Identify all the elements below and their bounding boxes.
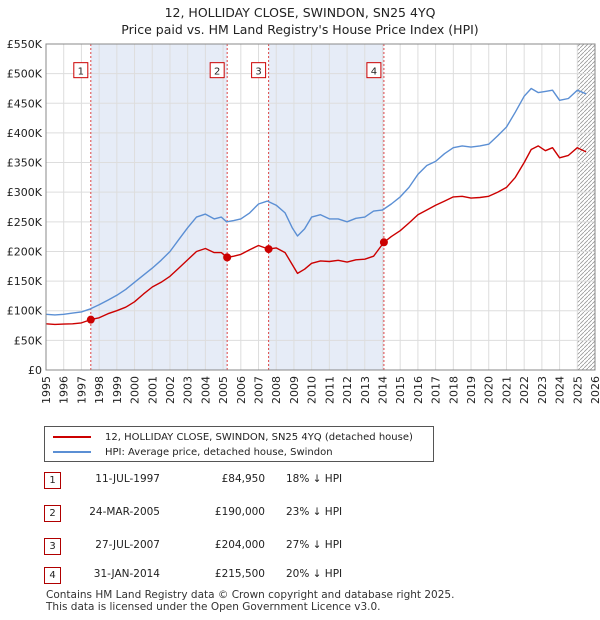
x-tick-label: 2026	[589, 376, 600, 404]
sale-number-badge: 3	[44, 538, 61, 555]
sale-hpi-diff: 27% ↓ HPI	[286, 539, 343, 551]
x-tick-label: 2025	[571, 376, 584, 404]
sale-price: £84,950	[221, 473, 265, 485]
x-tick-label: 2020	[483, 376, 496, 404]
x-tick-label: 2006	[235, 376, 248, 404]
x-tick-label: 2005	[217, 376, 230, 404]
legend-item-price: 12, HOLLIDAY CLOSE, SWINDON, SN25 4YQ (d…	[53, 430, 413, 444]
x-tick-label: 2013	[359, 376, 372, 404]
footer-attribution: Contains HM Land Registry data © Crown c…	[46, 589, 454, 613]
sale-marker-label: 3	[255, 67, 261, 78]
sale-number-badge: 2	[44, 505, 61, 522]
legend-swatch-price	[53, 436, 91, 438]
y-tick-label: £500K	[7, 68, 43, 81]
x-tick-label: 2008	[270, 376, 283, 404]
sale-number-badge: 4	[44, 567, 61, 584]
chart-legend: 12, HOLLIDAY CLOSE, SWINDON, SN25 4YQ (d…	[44, 426, 434, 462]
y-tick-label: £200K	[7, 245, 43, 258]
sale-number-badge: 1	[44, 472, 61, 489]
y-tick-label: £400K	[7, 127, 43, 140]
y-tick-label: £450K	[7, 97, 43, 110]
ownership-band	[268, 44, 384, 370]
x-tick-label: 2018	[447, 376, 460, 404]
sale-marker-label: 4	[371, 67, 377, 78]
price-paid-line	[45, 145, 587, 326]
y-tick-label: £150K	[7, 275, 43, 288]
x-tick-label: 2023	[536, 376, 549, 404]
x-tick-label: 2007	[253, 376, 266, 404]
y-tick-label: £300K	[7, 186, 43, 199]
table-row: 2 24-MAR-2005 £190,000 23% ↓ HPI	[0, 503, 600, 523]
x-tick-label: 2002	[164, 376, 177, 404]
sale-marker-box	[73, 62, 89, 79]
x-tick-label: 1999	[111, 376, 124, 404]
legend-swatch-hpi	[53, 451, 91, 453]
sale-marker-box	[366, 62, 382, 79]
x-tick-label: 2021	[500, 376, 513, 404]
x-tick-label: 2017	[430, 376, 443, 404]
x-tick-label: 1995	[40, 376, 53, 404]
sale-marker-label: 2	[214, 67, 220, 78]
x-tick-label: 2014	[376, 376, 389, 404]
x-tick-label: 2000	[129, 376, 142, 404]
title-subtitle: Price paid vs. HM Land Registry's House …	[121, 22, 479, 37]
x-tick-label: 2010	[306, 376, 319, 404]
ownership-band	[90, 44, 228, 370]
table-row: 3 27-JUL-2007 £204,000 27% ↓ HPI	[0, 536, 600, 556]
x-tick-label: 1997	[75, 376, 88, 404]
legend-label-hpi: HPI: Average price, detached house, Swin…	[105, 446, 333, 458]
x-tick-label: 2012	[341, 376, 354, 404]
sale-date: 27-JUL-2007	[95, 539, 160, 551]
price-chart: £0 £50K £100K £150K £200K £250K £300K £350K £400…	[7, 38, 600, 404]
x-tick-label: 2011	[323, 376, 336, 404]
y-tick-label: £550K	[7, 38, 43, 51]
x-tick-label: 2022	[518, 376, 531, 404]
x-tick-label: 1996	[58, 376, 71, 404]
x-tick-label: 1998	[93, 376, 106, 404]
chart-title: 12, HOLLIDAY CLOSE, SWINDON, SN25 4YQ Pr…	[0, 4, 600, 38]
sale-hpi-diff: 18% ↓ HPI	[286, 473, 343, 485]
x-tick-label: 2004	[199, 376, 212, 404]
sale-marker-label: 1	[78, 67, 84, 78]
sale-marker-box	[251, 62, 267, 79]
sale-marker-box	[209, 62, 225, 79]
x-tick-label: 2009	[288, 376, 301, 404]
table-row: 4 31-JAN-2014 £215,500 20% ↓ HPI	[0, 565, 600, 585]
y-tick-label: £50K	[14, 334, 43, 347]
sale-price: £215,500	[214, 568, 265, 580]
sale-date: 11-JUL-1997	[95, 473, 160, 485]
footer-copyright: Contains HM Land Registry data © Crown c…	[46, 589, 455, 601]
y-tick-label: £0	[28, 364, 42, 377]
x-tick-label: 2003	[182, 376, 195, 404]
x-tick-label: 2024	[554, 376, 567, 404]
footer-licence: This data is licensed under the Open Gov…	[46, 601, 381, 613]
sale-hpi-diff: 23% ↓ HPI	[286, 506, 343, 518]
y-tick-label: £100K	[7, 305, 43, 318]
sale-date: 24-MAR-2005	[89, 506, 160, 518]
sale-point	[86, 315, 95, 324]
x-tick-label: 2001	[146, 376, 159, 404]
sale-point	[379, 238, 388, 247]
plot-frame	[45, 43, 596, 371]
legend-item-hpi: HPI: Average price, detached house, Swin…	[53, 445, 333, 459]
sale-price: £190,000	[214, 506, 265, 518]
y-tick-label: £350K	[7, 157, 43, 170]
x-tick-label: 2015	[394, 376, 407, 404]
sale-price: £204,000	[214, 539, 265, 551]
legend-label-price: 12, HOLLIDAY CLOSE, SWINDON, SN25 4YQ (d…	[105, 431, 413, 443]
sale-point	[264, 245, 273, 254]
sale-hpi-diff: 20% ↓ HPI	[286, 568, 343, 580]
title-address: 12, HOLLIDAY CLOSE, SWINDON, SN25 4YQ	[164, 5, 436, 20]
forecast-hatch	[577, 44, 595, 370]
x-tick-label: 2016	[412, 376, 425, 404]
x-tick-label: 2019	[465, 376, 478, 404]
y-tick-label: £250K	[7, 216, 43, 229]
sale-date: 31-JAN-2014	[93, 568, 160, 580]
table-row: 1 11-JUL-1997 £84,950 18% ↓ HPI	[0, 470, 600, 490]
hpi-line	[45, 87, 587, 316]
sale-point	[223, 253, 232, 262]
